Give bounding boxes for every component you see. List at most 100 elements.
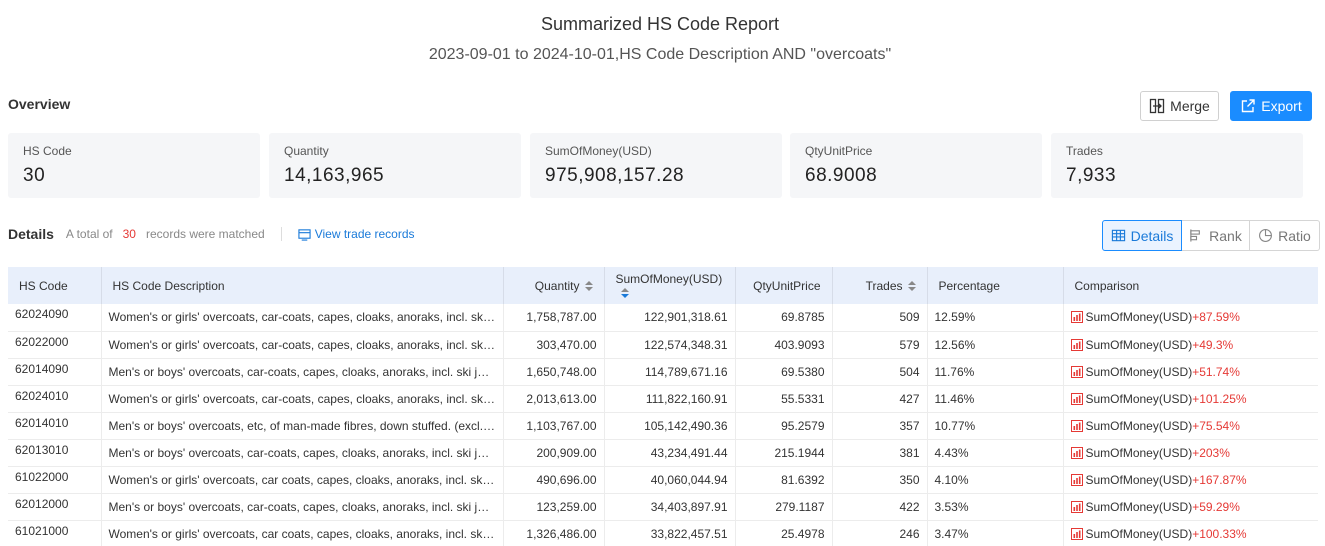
percentage-cell: 10.77%	[927, 412, 1064, 440]
bar-chart-icon	[1070, 473, 1083, 486]
table-row[interactable]: 62013010 Men's or boys' overcoats, car-co…	[8, 439, 1318, 467]
bar-chart-icon	[1070, 338, 1083, 351]
table-row[interactable]: 61022000 Women's or girls' overcoats, car…	[8, 466, 1318, 494]
sum-of-money-cell: 105,142,490.36	[604, 412, 736, 440]
quantity-cell: 200,909.00	[503, 439, 605, 467]
divider	[280, 227, 282, 241]
description-cell: Men's or boys' overcoats, car-coats, cap…	[101, 358, 504, 386]
stat-label: QtyUnitPrice	[805, 144, 873, 158]
comparison-change: +75.54%	[1192, 418, 1240, 433]
comparison-cell[interactable]: SumOfMoney(USD) +203%	[1063, 439, 1318, 467]
table-row[interactable]: 62014010 Men's or boys' overcoats, etc, o…	[8, 412, 1318, 440]
description-cell: Women's or girls' overcoats, car-coats, …	[101, 304, 504, 332]
sort-icon[interactable]	[907, 281, 916, 292]
sum-of-money-cell: 34,403,897.91	[604, 493, 736, 521]
stat-card-hs-code: HS Code 30	[8, 133, 260, 198]
tab-rank[interactable]: Rank	[1182, 220, 1250, 251]
comparison-cell[interactable]: SumOfMoney(USD) +59.29%	[1063, 493, 1318, 521]
col-header-trades[interactable]: Trades	[832, 267, 928, 304]
quantity-cell: 2,013,613.00	[503, 385, 605, 413]
stat-card-quantity: Quantity 14,163,965	[269, 133, 521, 198]
hs-code-cell: 61022000	[8, 466, 102, 494]
total-suffix: records were matched	[145, 227, 265, 241]
stat-value: 68.9008	[805, 165, 878, 186]
pie-icon	[1259, 229, 1273, 242]
qty-unit-price-cell: 279.1187	[735, 493, 833, 521]
details-bar: Details A total of 30 records were match…	[8, 226, 415, 242]
hs-code-cell: 61021000	[8, 520, 102, 546]
comparison-cell[interactable]: SumOfMoney(USD) +101.25%	[1063, 385, 1318, 413]
description-cell: Men's or boys' overcoats, car-coats, cap…	[101, 493, 504, 521]
trades-cell: 246	[832, 520, 928, 546]
percentage-cell: 11.76%	[927, 358, 1064, 386]
hs-code-cell: 62024090	[8, 304, 102, 332]
comparison-cell[interactable]: SumOfMoney(USD) +100.33%	[1063, 520, 1318, 546]
comparison-cell[interactable]: SumOfMoney(USD) +49.3%	[1063, 331, 1318, 359]
hs-code-cell: 62013010	[8, 439, 102, 467]
qty-unit-price-cell: 215.1944	[735, 439, 833, 467]
record-count: 30	[122, 227, 136, 241]
table-row[interactable]: 62024090 Women's or girls' overcoats, car…	[8, 304, 1318, 332]
stat-label: HS Code	[23, 144, 72, 158]
table-body: 62024090 Women's or girls' overcoats, car…	[8, 304, 1318, 546]
export-button[interactable]: Export	[1230, 91, 1312, 121]
report-title: Summarized HS Code Report	[540, 14, 780, 34]
sort-desc-active-icon[interactable]	[620, 288, 629, 299]
sum-of-money-cell: 33,822,457.51	[604, 520, 736, 546]
tab-ratio-label: Ratio	[1278, 227, 1311, 244]
table-row[interactable]: 62024010 Women's or girls' overcoats, car…	[8, 385, 1318, 413]
view-trade-records-link[interactable]: View trade records	[298, 227, 415, 241]
description-cell: Women's or girls' overcoats, car coats, …	[101, 466, 504, 494]
quantity-cell: 490,696.00	[503, 466, 605, 494]
bar-chart-icon	[1070, 365, 1083, 378]
col-header-quantity[interactable]: Quantity	[503, 267, 605, 304]
table-row[interactable]: 62012000 Men's or boys' overcoats, car-co…	[8, 493, 1318, 521]
merge-label: Merge	[1170, 98, 1210, 114]
qty-unit-price-cell: 403.9093	[735, 331, 833, 359]
sum-of-money-cell: 111,822,160.91	[604, 385, 736, 413]
comparison-cell[interactable]: SumOfMoney(USD) +75.54%	[1063, 412, 1318, 440]
hs-code-cell: 62014090	[8, 358, 102, 386]
comparison-metric: SumOfMoney(USD)	[1085, 391, 1193, 406]
trades-cell: 579	[832, 331, 928, 359]
report-subtitle: 2023-09-01 to 2024-10-01,HS Code Descrip…	[428, 46, 892, 63]
sort-icon[interactable]	[584, 281, 593, 292]
comparison-metric: SumOfMoney(USD)	[1085, 310, 1193, 325]
tab-ratio[interactable]: Ratio	[1250, 220, 1320, 251]
comparison-metric: SumOfMoney(USD)	[1085, 445, 1193, 460]
merge-button[interactable]: Merge	[1140, 91, 1219, 121]
comparison-metric: SumOfMoney(USD)	[1085, 526, 1193, 541]
percentage-cell: 3.47%	[927, 520, 1064, 546]
quantity-cell: 1,758,787.00	[503, 304, 605, 332]
sum-of-money-cell: 43,234,491.44	[604, 439, 736, 467]
comparison-cell[interactable]: SumOfMoney(USD) +51.74%	[1063, 358, 1318, 386]
table-row[interactable]: 62014090 Men's or boys' overcoats, car-co…	[8, 358, 1318, 386]
comparison-change: +100.33%	[1192, 526, 1247, 541]
trades-cell: 381	[832, 439, 928, 467]
comparison-change: +51.74%	[1192, 364, 1240, 379]
comparison-cell[interactable]: SumOfMoney(USD) +87.59%	[1063, 304, 1318, 332]
comparison-metric: SumOfMoney(USD)	[1085, 337, 1193, 352]
table-row[interactable]: 62022000 Women's or girls' overcoats, car…	[8, 331, 1318, 359]
tab-details[interactable]: Details	[1102, 220, 1182, 251]
bar-chart-icon	[1070, 527, 1083, 540]
sum-of-money-cell: 40,060,044.94	[604, 466, 736, 494]
col-header-sum-of-money[interactable]: SumOfMoney(USD)	[604, 267, 736, 304]
table-header-row: HS Code HS Code Description Quantity Sum…	[8, 267, 1318, 304]
qty-unit-price-cell: 81.6392	[735, 466, 833, 494]
trades-cell: 422	[832, 493, 928, 521]
col-header-description: HS Code Description	[101, 267, 504, 304]
table-row[interactable]: 61021000 Women's or girls' overcoats, car…	[8, 520, 1318, 546]
export-icon	[1242, 99, 1255, 113]
comparison-cell[interactable]: SumOfMoney(USD) +167.87%	[1063, 466, 1318, 494]
stat-value: 30	[23, 165, 46, 186]
trades-cell: 509	[832, 304, 928, 332]
description-cell: Men's or boys' overcoats, etc, of man-ma…	[101, 412, 504, 440]
qty-unit-price-cell: 95.2579	[735, 412, 833, 440]
bar-chart-icon	[1070, 446, 1083, 459]
comparison-metric: SumOfMoney(USD)	[1085, 364, 1193, 379]
quantity-cell: 123,259.00	[503, 493, 605, 521]
comparison-change: +87.59%	[1192, 310, 1240, 325]
bar-chart-icon	[1070, 419, 1083, 432]
tab-details-label: Details	[1130, 227, 1174, 244]
